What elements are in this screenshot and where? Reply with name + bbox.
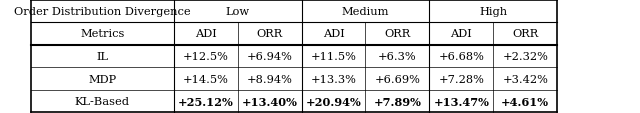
Text: Low: Low (225, 7, 250, 17)
Text: Medium: Medium (342, 7, 389, 17)
Text: +2.32%: +2.32% (502, 52, 548, 61)
Text: MDP: MDP (88, 74, 116, 84)
Text: ADI: ADI (195, 29, 216, 39)
Text: +7.89%: +7.89% (374, 96, 421, 107)
Text: +6.69%: +6.69% (374, 74, 420, 84)
Text: +6.68%: +6.68% (438, 52, 484, 61)
Text: KL-Based: KL-Based (75, 96, 130, 106)
Text: ORR: ORR (384, 29, 410, 39)
Text: +7.28%: +7.28% (438, 74, 484, 84)
Text: +8.94%: +8.94% (246, 74, 292, 84)
Text: +12.5%: +12.5% (183, 52, 228, 61)
Text: +4.61%: +4.61% (501, 96, 549, 107)
Text: ORR: ORR (512, 29, 538, 39)
Text: ADI: ADI (451, 29, 472, 39)
Text: IL: IL (96, 52, 108, 61)
Text: +25.12%: +25.12% (178, 96, 234, 107)
Text: Order Distribution Divergence: Order Distribution Divergence (14, 7, 191, 17)
Text: +14.5%: +14.5% (183, 74, 228, 84)
Text: +6.3%: +6.3% (378, 52, 417, 61)
Text: High: High (479, 7, 508, 17)
Text: +13.47%: +13.47% (433, 96, 489, 107)
Text: ORR: ORR (257, 29, 283, 39)
Text: ADI: ADI (323, 29, 344, 39)
Text: +13.40%: +13.40% (242, 96, 298, 107)
Text: +3.42%: +3.42% (502, 74, 548, 84)
Text: +20.94%: +20.94% (306, 96, 362, 107)
Text: +11.5%: +11.5% (310, 52, 356, 61)
Text: +13.3%: +13.3% (310, 74, 356, 84)
Text: Metrics: Metrics (80, 29, 124, 39)
Text: +6.94%: +6.94% (246, 52, 292, 61)
